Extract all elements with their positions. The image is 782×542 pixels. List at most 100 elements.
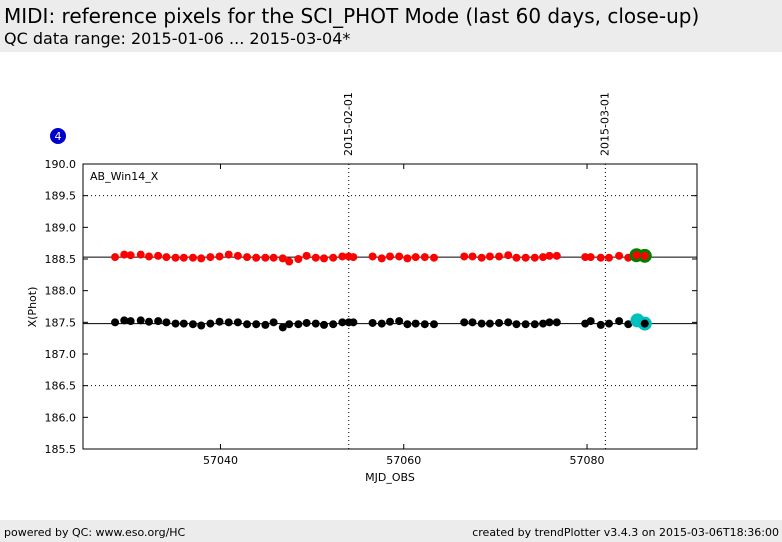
red-data-point (302, 251, 311, 260)
red-data-point (512, 253, 521, 262)
black-data-point (154, 317, 163, 326)
red-data-point (429, 253, 438, 262)
red-data-point (311, 253, 320, 262)
red-data-point (171, 253, 180, 262)
y-tick-label: 186.5 (45, 380, 77, 393)
y-tick-label: 188.0 (45, 285, 77, 298)
latest-inner-point (640, 251, 649, 260)
red-data-point (596, 253, 605, 262)
red-data-point (545, 251, 554, 260)
black-data-point (215, 317, 224, 326)
black-data-point (586, 317, 595, 326)
red-data-point (188, 253, 197, 262)
red-data-point (504, 251, 513, 260)
red-data-point (252, 253, 261, 262)
red-data-point (269, 253, 278, 262)
footer-created-by: created by trendPlotter v3.4.3 on 2015-0… (472, 526, 779, 539)
red-data-point (349, 253, 358, 262)
red-data-point (285, 257, 294, 266)
black-data-point (285, 320, 294, 329)
red-data-point (154, 251, 163, 260)
black-data-point (521, 320, 530, 329)
red-data-point (338, 252, 347, 261)
black-data-point (495, 318, 504, 327)
latest-inner-point (632, 251, 641, 260)
red-data-point (386, 252, 394, 261)
black-data-point (162, 318, 171, 327)
red-data-point (460, 252, 469, 261)
black-data-point (420, 320, 429, 329)
black-data-point (552, 318, 561, 327)
y-tick-label: 187.5 (45, 316, 77, 329)
black-data-point (171, 319, 180, 328)
red-data-point (495, 252, 504, 261)
red-data-point (206, 253, 215, 262)
black-data-point (545, 318, 554, 327)
x-axis-label: MJD_OBS (365, 471, 415, 484)
red-data-point (615, 251, 624, 260)
red-data-point (136, 250, 145, 259)
red-data-point (278, 254, 287, 263)
black-data-point (395, 317, 404, 326)
black-data-point (233, 318, 242, 327)
black-data-point (596, 320, 605, 329)
black-data-point (120, 316, 129, 325)
red-data-point (521, 253, 530, 262)
x-tick-label: 57040 (203, 454, 238, 467)
red-data-point (111, 253, 120, 262)
red-data-point (605, 253, 614, 262)
red-data-point (581, 253, 590, 262)
red-data-point (403, 254, 412, 263)
black-data-point (311, 319, 320, 328)
red-data-point (197, 254, 206, 263)
x-tick-label: 57080 (570, 454, 605, 467)
black-data-point (386, 317, 394, 326)
y-tick-label: 189.0 (45, 221, 77, 234)
badge-circle (50, 128, 66, 144)
black-data-point (429, 320, 438, 329)
red-data-point (126, 251, 135, 260)
black-data-point (188, 320, 197, 329)
date-marker-label: 2015-02-01 (342, 92, 355, 156)
black-data-point (243, 320, 252, 329)
black-data-point (504, 318, 513, 327)
red-data-point (329, 253, 338, 262)
red-data-point (552, 251, 561, 260)
black-data-point (206, 319, 215, 328)
black-data-point (468, 318, 477, 327)
red-data-point (485, 252, 494, 261)
ticks-layer: 190.0 189.5 189.0 188.5 188.0 187.5 187.0 186.5… (45, 158, 697, 467)
latest-inner-point (640, 319, 649, 328)
black-data-point (224, 318, 233, 327)
red-data-point (411, 253, 420, 262)
plot-badge: 4 (50, 128, 66, 144)
badge-number: 4 (55, 130, 62, 143)
page-title: MIDI: reference pixels for the SCI_PHOT … (4, 4, 700, 28)
black-data-point (512, 320, 521, 329)
red-data-point (261, 253, 270, 262)
y-tick-label: 189.5 (45, 190, 77, 203)
red-data-point (120, 250, 129, 259)
points-layer (111, 248, 652, 332)
scatter-chart: 4 AB_Win14_X MJD_OBS X(Phot) 2015-02-01 2… (26, 92, 698, 484)
panel-label: AB_Win14_X (90, 170, 159, 183)
black-data-point (278, 323, 287, 332)
footer-bar: powered by QC: www.eso.org/HC created by… (0, 520, 782, 542)
black-data-point (261, 320, 270, 329)
red-data-point (377, 254, 386, 263)
red-data-point (233, 251, 242, 260)
y-tick-label: 188.5 (45, 253, 77, 266)
y-tick-label: 186.0 (45, 411, 77, 424)
red-data-point (395, 252, 404, 261)
black-data-point (294, 320, 303, 329)
black-data-point (368, 318, 377, 327)
black-data-point (179, 319, 188, 328)
black-data-point (615, 317, 624, 326)
black-data-point (403, 320, 412, 329)
red-data-point (530, 253, 539, 262)
black-data-point (624, 320, 633, 329)
black-data-point (136, 316, 145, 325)
red-data-point (539, 253, 548, 262)
y-tick-label: 190.0 (45, 158, 77, 171)
header-bar: MIDI: reference pixels for the SCI_PHOT … (0, 0, 782, 52)
